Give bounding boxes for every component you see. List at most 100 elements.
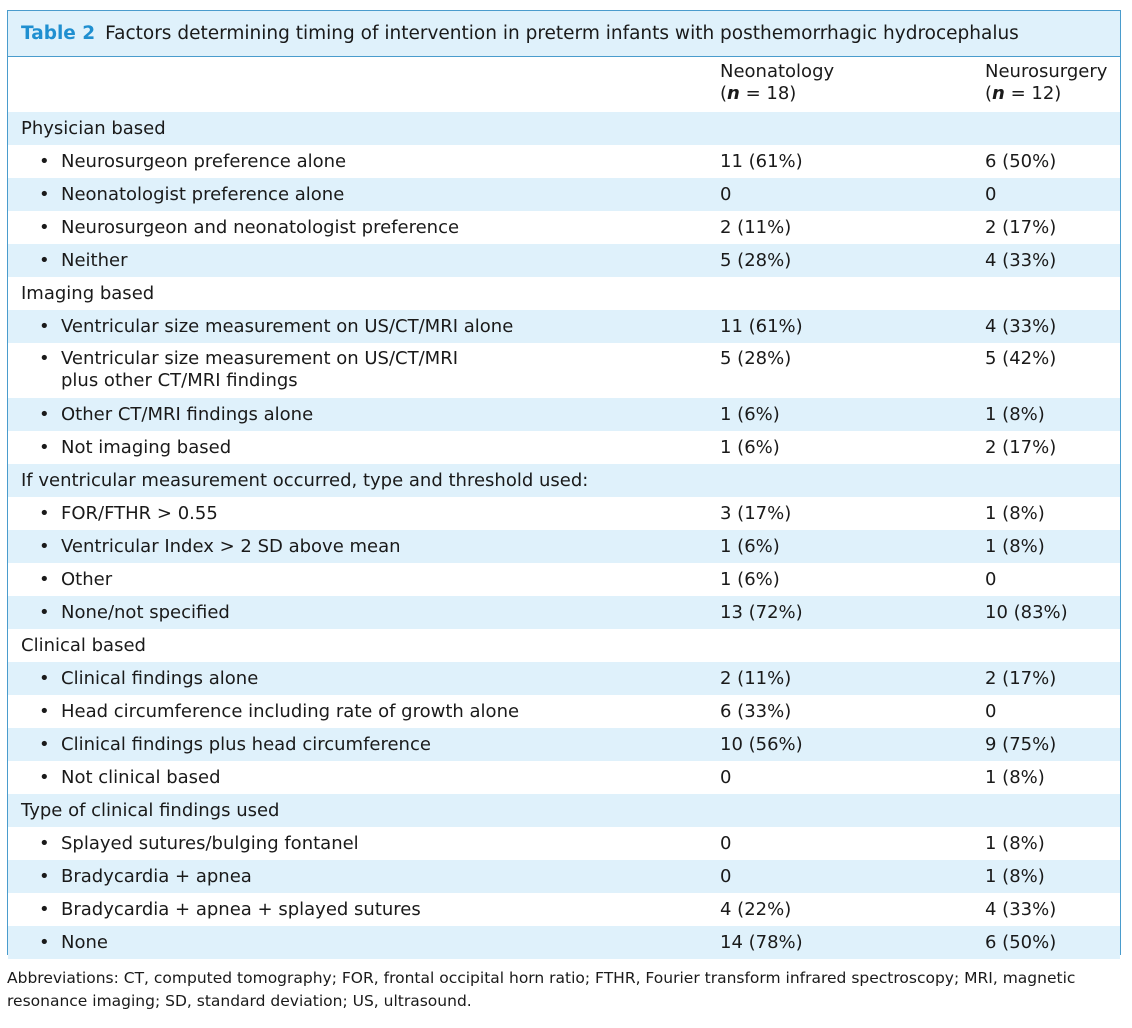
row-label: • Ventricular Index > 2 SD above mean [39,536,401,557]
column-header-neurosurgery: Neurosurgery (n = 12) [985,61,1108,104]
row-label-text: Ventricular Index > 2 SD above mean [61,536,401,557]
bullet-icon: • [39,503,50,524]
n-symbol: n [727,83,740,104]
cell-neonatology: 4 (22%) [720,899,792,920]
row-label: • Bradycardia + apnea + splayed sutures [39,899,421,920]
cell-neurosurgery: 1 (8%) [985,536,1045,557]
cell-neonatology: 2 (11%) [720,668,792,689]
table-row: • Not imaging based 1 (6%) 2 (17%) [8,431,1120,464]
table-row: • Bradycardia + apnea + splayed sutures 4 … [8,893,1120,926]
cell-neurosurgery: 4 (33%) [985,250,1057,271]
table-row: • Other CT/MRI findings alone 1 (6%) 1 (8%) [8,398,1120,431]
row-label: • Other [39,569,112,590]
row-label-text: Neurosurgeon and neonatologist preferenc… [61,217,460,238]
row-label: • Neonatologist preference alone [39,184,344,205]
bullet-icon: • [39,569,50,590]
section-label: Imaging based [21,283,154,304]
cell-neurosurgery: 0 [985,184,997,205]
row-label-text: Clinical based [21,635,146,656]
table-row: • Not clinical based 0 1 (8%) [8,761,1120,794]
row-label-text: Neither [61,250,128,271]
row-label: • Clinical findings alone [39,668,258,689]
row-label: • Bradycardia + apnea [39,866,252,887]
row-label-continuation: plus other CT/MRI findings [61,370,298,391]
table-row: • None 14 (78%) 6 (50%) [8,926,1120,959]
table-row: • FOR/FTHR > 0.55 3 (17%) 1 (8%) [8,497,1120,530]
row-label-text: Bradycardia + apnea + splayed sutures [61,899,421,920]
row-label-text: Imaging based [21,283,155,304]
row-label-text: Other [61,569,113,590]
cell-neonatology: 0 [720,767,732,788]
cell-neonatology: 1 (6%) [720,536,780,557]
bullet-icon: • [39,348,50,369]
cell-neurosurgery: 1 (8%) [985,503,1045,524]
bullet-icon: • [39,151,50,172]
cell-neurosurgery: 1 (8%) [985,767,1045,788]
row-label-text: If ventricular measurement occurred, typ… [21,470,589,491]
cell-neonatology: 3 (17%) [720,503,792,524]
n-value: 18 [766,83,790,104]
row-label-text: Not clinical based [61,767,221,788]
cell-neurosurgery: 4 (33%) [985,316,1057,337]
bullet-icon: • [39,734,50,755]
row-label: • Head circumference including rate of gr… [39,701,519,722]
section-row: If ventricular measurement occurred, typ… [8,464,1120,497]
row-label-text: None [61,932,108,953]
row-label-text: Type of clinical findings used [21,800,280,821]
table-header-row: Neonatology (n = 18) Neurosurgery (n = 1… [8,57,1120,112]
table-row: • Neurosurgeon preference alone 11 (61%) 6 … [8,145,1120,178]
table-footnote: Abbreviations: CT, computed tomography; … [7,969,1076,1010]
bullet-icon: • [39,250,50,271]
cell-neonatology: 11 (61%) [720,316,803,337]
data-table: Table 2 Factors determining timing of in… [7,10,1121,959]
row-label-text: Head circumference including rate of gro… [61,701,520,722]
row-label-text: Other CT/MRI findings alone [61,404,314,425]
cell-neurosurgery: 6 (50%) [985,932,1057,953]
table-title: Factors determining timing of interventi… [105,23,1019,44]
table-row: • Clinical findings plus head circumferen… [8,728,1120,761]
cell-neonatology: 6 (33%) [720,701,792,722]
cell-neonatology: 5 (28%) [720,250,792,271]
row-label: • Clinical findings plus head circumferen… [39,734,431,755]
row-label-text: Splayed sutures/bulging fontanel [61,833,359,854]
row-label: • Splayed sutures/bulging fontanel [39,833,359,854]
table-row: • Ventricular size measurement on US/CT/M… [8,310,1120,343]
row-label: • None [39,932,108,953]
row-label-text: Neonatologist preference alone [61,184,345,205]
table-caption: Table 2 Factors determining timing of in… [8,11,1120,57]
row-label-text: Bradycardia + apnea [61,866,252,887]
section-row: Clinical based [8,629,1120,662]
column-name: Neonatology [720,61,835,82]
row-label: • Neurosurgeon preference alone [39,151,346,172]
cell-neonatology: 1 (6%) [720,404,780,425]
cell-neurosurgery: 0 [985,701,997,722]
cell-neonatology: 13 (72%) [720,602,803,623]
bullet-icon: • [39,602,50,623]
cell-neonatology: 10 (56%) [720,734,803,755]
bullet-icon: • [39,217,50,238]
cell-neurosurgery: 2 (17%) [985,668,1057,689]
row-label: • Ventricular size measurement on US/CT/M… [39,348,458,392]
cell-neonatology: 14 (78%) [720,932,803,953]
cell-neonatology: 2 (11%) [720,217,792,238]
row-label-text: Ventricular size measurement on US/CT/MR… [61,348,459,369]
section-row: Physician based [8,112,1120,145]
section-row: Imaging based [8,277,1120,310]
table-row: • Ventricular size measurement on US/CT/M… [8,343,1120,398]
cell-neurosurgery: 2 (17%) [985,437,1057,458]
bullet-icon: • [39,932,50,953]
table-row: • None/not specified 13 (72%) 10 (83%) [8,596,1120,629]
row-label: • Neurosurgeon and neonatologist preferen… [39,217,459,238]
table-row: • Neurosurgeon and neonatologist preferen… [8,211,1120,244]
table-row: • Splayed sutures/bulging fontanel 0 1 (8%) [8,827,1120,860]
section-label: Clinical based [21,635,146,656]
row-label: • Not clinical based [39,767,221,788]
cell-neurosurgery: 5 (42%) [985,348,1057,369]
bullet-icon: • [39,767,50,788]
n-symbol: n [992,83,1005,104]
section-label: Physician based [21,118,166,139]
row-label: • Neither [39,250,127,271]
row-label-text: Clinical findings plus head circumferenc… [61,734,431,755]
table-row: • Neonatologist preference alone 0 0 [8,178,1120,211]
bullet-icon: • [39,701,50,722]
